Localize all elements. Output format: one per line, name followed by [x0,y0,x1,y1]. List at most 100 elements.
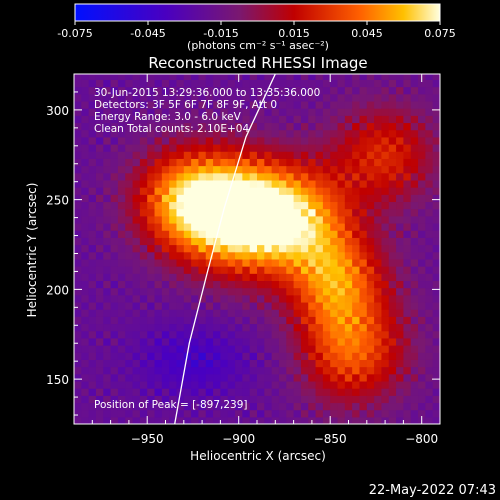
colorbar-tick-label: -0.075 [57,27,92,40]
heatmap-cell [308,352,317,360]
heatmap-cell [366,409,375,418]
heatmap-cell [344,388,353,396]
heatmap-cell [220,115,229,124]
heatmap-cell [264,258,273,267]
heatmap-cell [176,395,185,404]
heatmap-cell [88,409,97,418]
heatmap-cell [117,79,126,88]
heatmap-cell [161,352,170,360]
heatmap-cell [169,395,178,404]
heatmap-cell [117,237,126,246]
heatmap-cell [425,122,434,131]
heatmap-cell [264,416,273,424]
heatmap-cell [257,179,265,188]
heatmap-cell [95,93,104,102]
heatmap-cell [432,237,440,246]
heatmap-cell [169,237,178,246]
heatmap-cell [249,395,258,404]
heatmap-cell [132,402,141,411]
heatmap-cell [403,129,412,138]
heatmap-cell [293,158,302,167]
heatmap-cell [74,108,82,116]
heatmap-cell [352,230,361,238]
heatmap-cell [74,251,82,260]
heatmap-cell [322,280,331,289]
heatmap-cell [322,301,331,310]
heatmap-cell [74,323,82,332]
heatmap-cell [396,352,404,360]
heatmap-cell [205,136,214,145]
heatmap-cell [220,129,229,138]
heatmap-cell [403,172,412,181]
heatmap-cell [278,86,287,95]
heatmap-cell [425,86,434,95]
heatmap-cell [169,208,178,217]
heatmap-cell [308,108,317,116]
heatmap-cell [388,215,397,224]
heatmap-cell [198,79,207,88]
heatmap-cell [359,316,368,325]
heatmap-cell [213,237,221,246]
heatmap-cell [403,215,412,224]
heatmap-cell [308,273,317,282]
heatmap-cell [344,323,353,332]
heatmap-cell [74,416,82,424]
heatmap-cell [293,179,302,188]
heatmap-cell [322,208,331,217]
heatmap-cell [183,215,192,224]
heatmap-cell [249,100,258,109]
heatmap-cell [161,100,170,109]
heatmap-cell [352,323,361,332]
heatmap-cell [88,230,97,238]
heatmap-cell [74,345,82,353]
heatmap-cell [169,266,178,274]
heatmap-cell [110,402,119,411]
heatmap-cell [110,294,119,303]
heatmap-cell [183,366,192,375]
heatmap-cell [103,222,112,231]
heatmap-cell [227,409,236,418]
heatmap-cell [117,287,126,296]
heatmap-cell [257,373,265,382]
heatmap-cell [242,201,251,210]
heatmap-cell [117,316,126,325]
heatmap-cell [235,187,243,195]
heatmap-cell [242,345,251,353]
heatmap-cell [315,294,324,303]
heatmap-cell [103,237,112,246]
heatmap-cell [183,208,192,217]
heatmap-cell [147,380,156,389]
heatmap-cell [220,215,229,224]
heatmap-cell [359,79,368,88]
heatmap-cell [110,165,119,174]
heatmap-cell [322,172,331,181]
heatmap-cell [191,93,200,102]
heatmap-cell [381,352,390,360]
heatmap-cell [81,301,90,310]
heatmap-cell [205,129,214,138]
heatmap-cell [315,373,324,382]
heatmap-cell [183,294,192,303]
heatmap-cell [183,273,192,282]
heatmap-cell [352,115,361,124]
heatmap-cell [198,366,207,375]
heatmap-cell [220,359,229,368]
heatmap-cell [220,100,229,109]
heatmap-cell [103,208,112,217]
heatmap-cell [117,388,126,396]
heatmap-cell [359,309,368,317]
heatmap-cell [366,280,375,289]
heatmap-cell [300,323,309,332]
heatmap-cell [147,151,156,159]
heatmap-cell [132,330,141,339]
heatmap-cell [257,345,265,353]
heatmap-cell [418,337,426,346]
heatmap-cell [359,294,368,303]
heatmap-cell [396,86,404,95]
heatmap-cell [213,373,221,382]
heatmap-cell [432,330,440,339]
heatmap-cell [278,258,287,267]
heatmap-cell [271,230,280,238]
heatmap-cell [220,352,229,360]
heatmap-cell [300,165,309,174]
